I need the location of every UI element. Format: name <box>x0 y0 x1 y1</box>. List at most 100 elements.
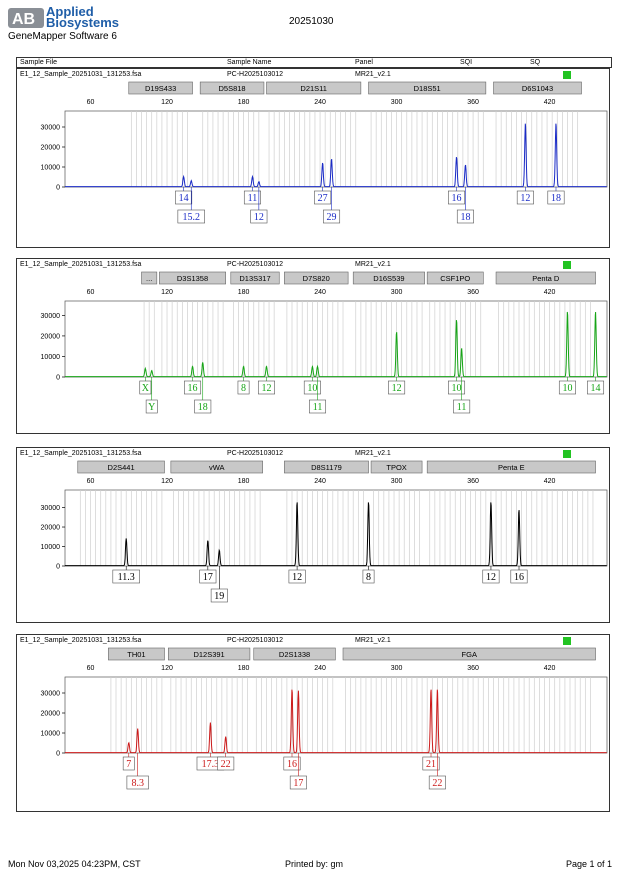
allele-label: 11 <box>313 402 323 413</box>
locus-bar[interactable] <box>426 271 484 285</box>
trace-line <box>65 123 607 188</box>
allele-label: 11 <box>457 402 467 413</box>
allele-label: 10 <box>562 383 572 394</box>
brand-line-1: Applied <box>46 4 94 19</box>
allele-box <box>289 775 307 790</box>
allele-box <box>323 209 341 224</box>
x-tick-label: 360 <box>467 478 479 485</box>
allele-label: 12 <box>292 572 302 583</box>
x-tick-label: 420 <box>544 665 556 672</box>
allele-box <box>126 775 149 790</box>
locus-bar[interactable] <box>342 647 596 661</box>
x-tick-label: 120 <box>161 99 173 106</box>
plot-frame <box>64 300 608 378</box>
allele-label: X <box>142 383 150 394</box>
locus-bar[interactable] <box>199 81 265 95</box>
x-tick-label: 60 <box>87 99 95 106</box>
y-tick-label: 10000 <box>41 544 61 551</box>
locus-bar[interactable] <box>266 81 362 95</box>
allele-box <box>428 775 446 790</box>
locus-bar[interactable] <box>284 460 369 474</box>
panel-name: MR21_v2.1 <box>355 637 391 644</box>
locus-label: TPOX <box>386 463 406 472</box>
locus-bar[interactable] <box>167 647 251 661</box>
allele-box <box>547 190 565 205</box>
x-tick-label: 120 <box>161 478 173 485</box>
locus-label: D5S818 <box>219 84 246 93</box>
trace-line <box>65 502 607 567</box>
locus-label: CSF1PO <box>440 274 470 283</box>
locus-label: Penta E <box>498 463 525 472</box>
x-tick-label: 180 <box>238 478 250 485</box>
x-tick-label: 360 <box>467 289 479 296</box>
allele-label: 12 <box>261 383 271 394</box>
trace-line <box>65 689 607 754</box>
allele-label: 8 <box>366 572 371 583</box>
locus-bar[interactable] <box>493 81 582 95</box>
locus-bar[interactable] <box>370 460 423 474</box>
allele-box <box>145 399 158 414</box>
locus-bar[interactable] <box>77 460 165 474</box>
locus-bar[interactable] <box>284 271 349 285</box>
allele-box <box>362 569 375 584</box>
locus-bar[interactable] <box>128 81 193 95</box>
electropherogram-chart: TH01 D12S391 D2S1338 FGA 60 120 180 240 300 360 42… <box>41 647 608 790</box>
x-tick-label: 120 <box>161 665 173 672</box>
software-name: GeneMapper Software 6 <box>8 31 117 42</box>
printed-on: Mon Nov 03,2025 04:23PM, CST <box>8 859 141 869</box>
column-header-row: Sample File Sample Name Panel SQI SQ <box>16 57 612 68</box>
allele-box <box>122 756 135 771</box>
allele-box <box>194 399 212 414</box>
locus-label: D21S11 <box>300 84 327 93</box>
locus-bar[interactable] <box>352 271 425 285</box>
allele-box <box>516 190 534 205</box>
allele-box <box>288 569 306 584</box>
sizing-quality-indicator <box>563 637 571 645</box>
allele-box <box>309 399 327 414</box>
x-tick-label: 240 <box>314 289 326 296</box>
locus-bar[interactable] <box>108 647 165 661</box>
x-tick-label: 360 <box>467 99 479 106</box>
sample-name: PC-H2025103012 <box>227 261 284 268</box>
allele-label: 14 <box>591 383 601 394</box>
x-tick-label: 300 <box>391 99 403 106</box>
electropherogram-chart: D2S441 vWA D8S1179 TPOX Penta E60 120 180 240 30… <box>41 460 608 603</box>
col-sample-name: Sample Name <box>227 59 272 66</box>
locus-bar[interactable] <box>426 460 596 474</box>
allele-box <box>587 380 605 395</box>
page-number: Page 1 of 1 <box>566 859 613 869</box>
col-panel: Panel <box>355 59 373 66</box>
allele-label: 22 <box>432 778 442 789</box>
locus-bar[interactable] <box>368 81 487 95</box>
allele-label: 12 <box>254 212 264 223</box>
locus-bar[interactable] <box>159 271 226 285</box>
locus-bar[interactable] <box>170 460 263 474</box>
x-tick-label: 240 <box>314 665 326 672</box>
allele-label: 12 <box>520 193 530 204</box>
locus-bar[interactable] <box>495 271 596 285</box>
allele-box <box>448 190 466 205</box>
allele-box <box>175 190 193 205</box>
panel-meta: E1_12_Sample_20251031_131253.fsa PC-H202… <box>17 448 609 460</box>
locus-bar[interactable] <box>253 647 336 661</box>
locus-label: vWA <box>209 463 225 472</box>
locus-bar[interactable] <box>230 271 280 285</box>
y-tick-label: 0 <box>56 564 60 571</box>
allele-box <box>453 399 471 414</box>
locus-label: D6S1043 <box>522 84 553 93</box>
allele-label: 15.2 <box>183 212 201 223</box>
sample-file: E1_12_Sample_20251031_131253.fsa <box>20 71 142 78</box>
locus-label: D16S539 <box>373 274 404 283</box>
allele-label: 11 <box>248 193 258 204</box>
allele-box <box>303 380 321 395</box>
allele-box <box>199 569 217 584</box>
panel-meta: E1_12_Sample_20251031_131253.fsa PC-H202… <box>17 635 609 647</box>
allele-box <box>139 380 152 395</box>
allele-box <box>184 380 202 395</box>
locus-bar[interactable] <box>141 271 158 285</box>
allele-box <box>237 380 250 395</box>
allele-label: 18 <box>460 212 470 223</box>
allele-label: 16 <box>188 383 198 394</box>
locus-label: D8S1179 <box>311 463 342 472</box>
x-tick-label: 240 <box>314 99 326 106</box>
